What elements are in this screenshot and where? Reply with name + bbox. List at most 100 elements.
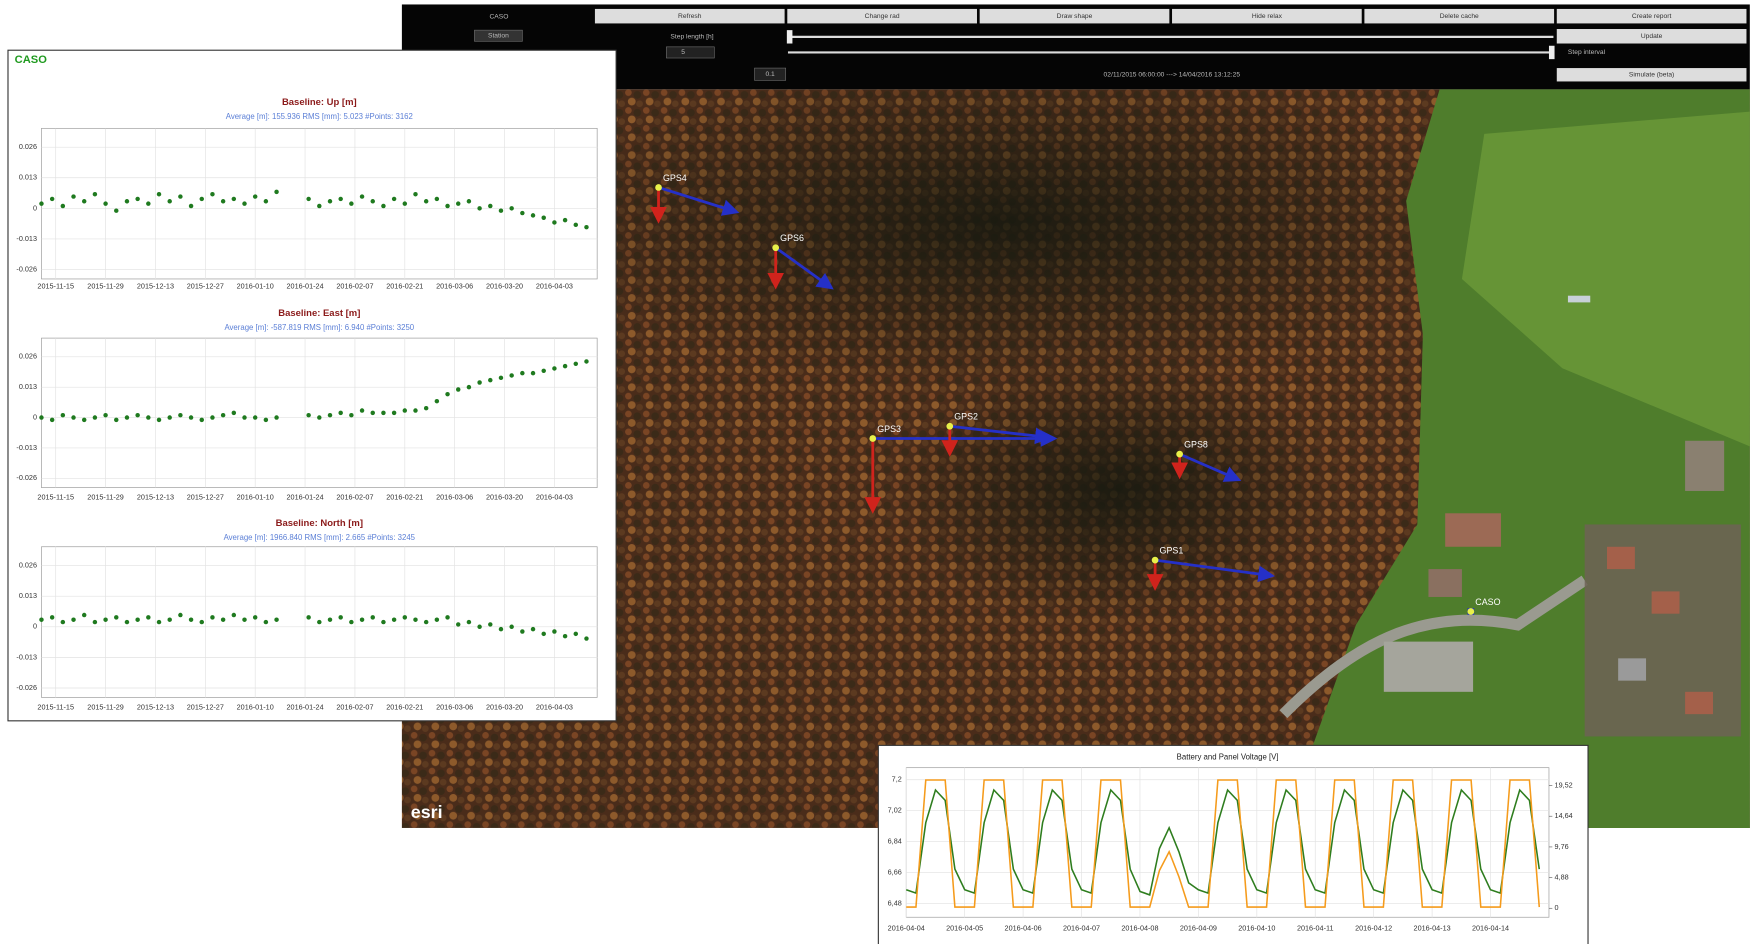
x-tick-label: 2016-01-24 [287,282,324,291]
y-tick-label: 0 [33,412,37,421]
data-point [125,415,129,419]
data-point [200,620,204,624]
data-point [146,201,150,205]
data-point [167,199,171,203]
data-point [360,194,364,198]
data-point [520,629,524,633]
chart-title: Battery and Panel Voltage [V] [1177,753,1279,762]
data-point [499,627,503,631]
chart-title: Baseline: North [m] [276,518,363,529]
x-tick-label: 2016-03-20 [486,282,523,291]
data-point [477,206,481,210]
data-point [371,411,375,415]
data-point [445,204,449,208]
gps-label: GPS6 [780,233,804,243]
toolbar-button-label[interactable]: Draw shape [1057,13,1093,20]
data-point [520,371,524,375]
data-point [306,615,310,619]
toolbar-button-label[interactable]: Create report [1632,13,1672,20]
data-point [584,225,588,229]
y-tick-label: 0.026 [19,561,37,570]
data-point [93,192,97,196]
y-tick-label: 6,84 [888,837,902,846]
x-tick-label: 2015-11-29 [87,493,124,502]
toolbar-button-label[interactable]: Refresh [678,13,702,20]
x-tick-label: 2015-12-13 [137,282,174,291]
x-tick-label: 2016-01-10 [237,493,274,502]
chart-title: Baseline: Up [m] [282,97,357,108]
data-point [264,620,268,624]
data-point [242,201,246,205]
data-point [103,413,107,417]
data-point [584,636,588,640]
toolbar-button-label[interactable]: Hide relax [1252,13,1283,20]
x-tick-label: 2016-02-07 [336,282,373,291]
data-point [413,408,417,412]
y-tick-label: -0.026 [16,473,37,482]
data-point [338,197,342,201]
data-point [381,620,385,624]
data-point [253,194,257,198]
time-slider-handle[interactable] [787,30,793,43]
data-point [563,364,567,368]
data-point [317,204,321,208]
gps-point [1152,557,1159,564]
chart-subtitle: Average [m]: 155.936 RMS [mm]: 5.023 #Po… [226,112,413,121]
data-point [371,199,375,203]
data-point [242,415,246,419]
step-length-value[interactable]: 5 [681,49,685,56]
data-point [221,199,225,203]
data-point [488,204,492,208]
toolbar-button-label[interactable]: Change rad [865,13,900,20]
data-point [50,615,54,619]
data-point [477,625,481,629]
map-building [1685,441,1724,491]
data-point [221,617,225,621]
data-point [274,415,278,419]
data-point [93,620,97,624]
x-tick-label: 2015-11-15 [37,282,74,291]
data-point [50,418,54,422]
data-point [82,199,86,203]
x-tick-label: 2016-03-06 [436,702,473,711]
gps-point [772,244,779,251]
data-point [125,620,129,624]
data-point [61,620,65,624]
data-point [360,617,364,621]
data-point [210,415,214,419]
data-point [467,620,471,624]
page: { "toolbar": { "station_title": "CASO", … [0,0,1750,944]
x-tick-label: 2016-04-08 [1121,923,1158,932]
interval-slider-handle[interactable] [1549,46,1555,59]
x-tick-label: 2015-12-27 [187,702,224,711]
data-point [232,411,236,415]
data-point [232,197,236,201]
data-point [103,617,107,621]
data-point [392,617,396,621]
y2-tick-label: 19,52 [1555,780,1573,789]
data-point [424,620,428,624]
gps-label: GPS2 [954,412,978,422]
y2-tick-label: 4,88 [1555,873,1569,882]
map-building [1384,642,1473,692]
map-building [1428,569,1461,597]
data-point [488,622,492,626]
gps-label: GPS3 [877,424,901,434]
station-button-label[interactable]: Station [488,32,509,39]
data-point [200,418,204,422]
data-point [253,615,257,619]
step-length-spinner[interactable] [666,47,714,58]
simulate-button-label[interactable]: Simulate (beta) [1629,72,1674,79]
chart-title: Baseline: East [m] [278,308,360,319]
data-point [349,620,353,624]
data-point [71,617,75,621]
x-tick-label: 2016-03-06 [436,493,473,502]
speed-value[interactable]: 0.1 [765,71,775,78]
x-tick-label: 2016-04-05 [946,923,983,932]
map-building [1652,591,1680,613]
y-tick-label: 0.026 [19,142,37,151]
x-tick-label: 2015-12-13 [137,493,174,502]
update-button-label[interactable]: Update [1641,33,1663,40]
toolbar-button-label[interactable]: Delete cache [1440,13,1479,20]
data-point [306,413,310,417]
